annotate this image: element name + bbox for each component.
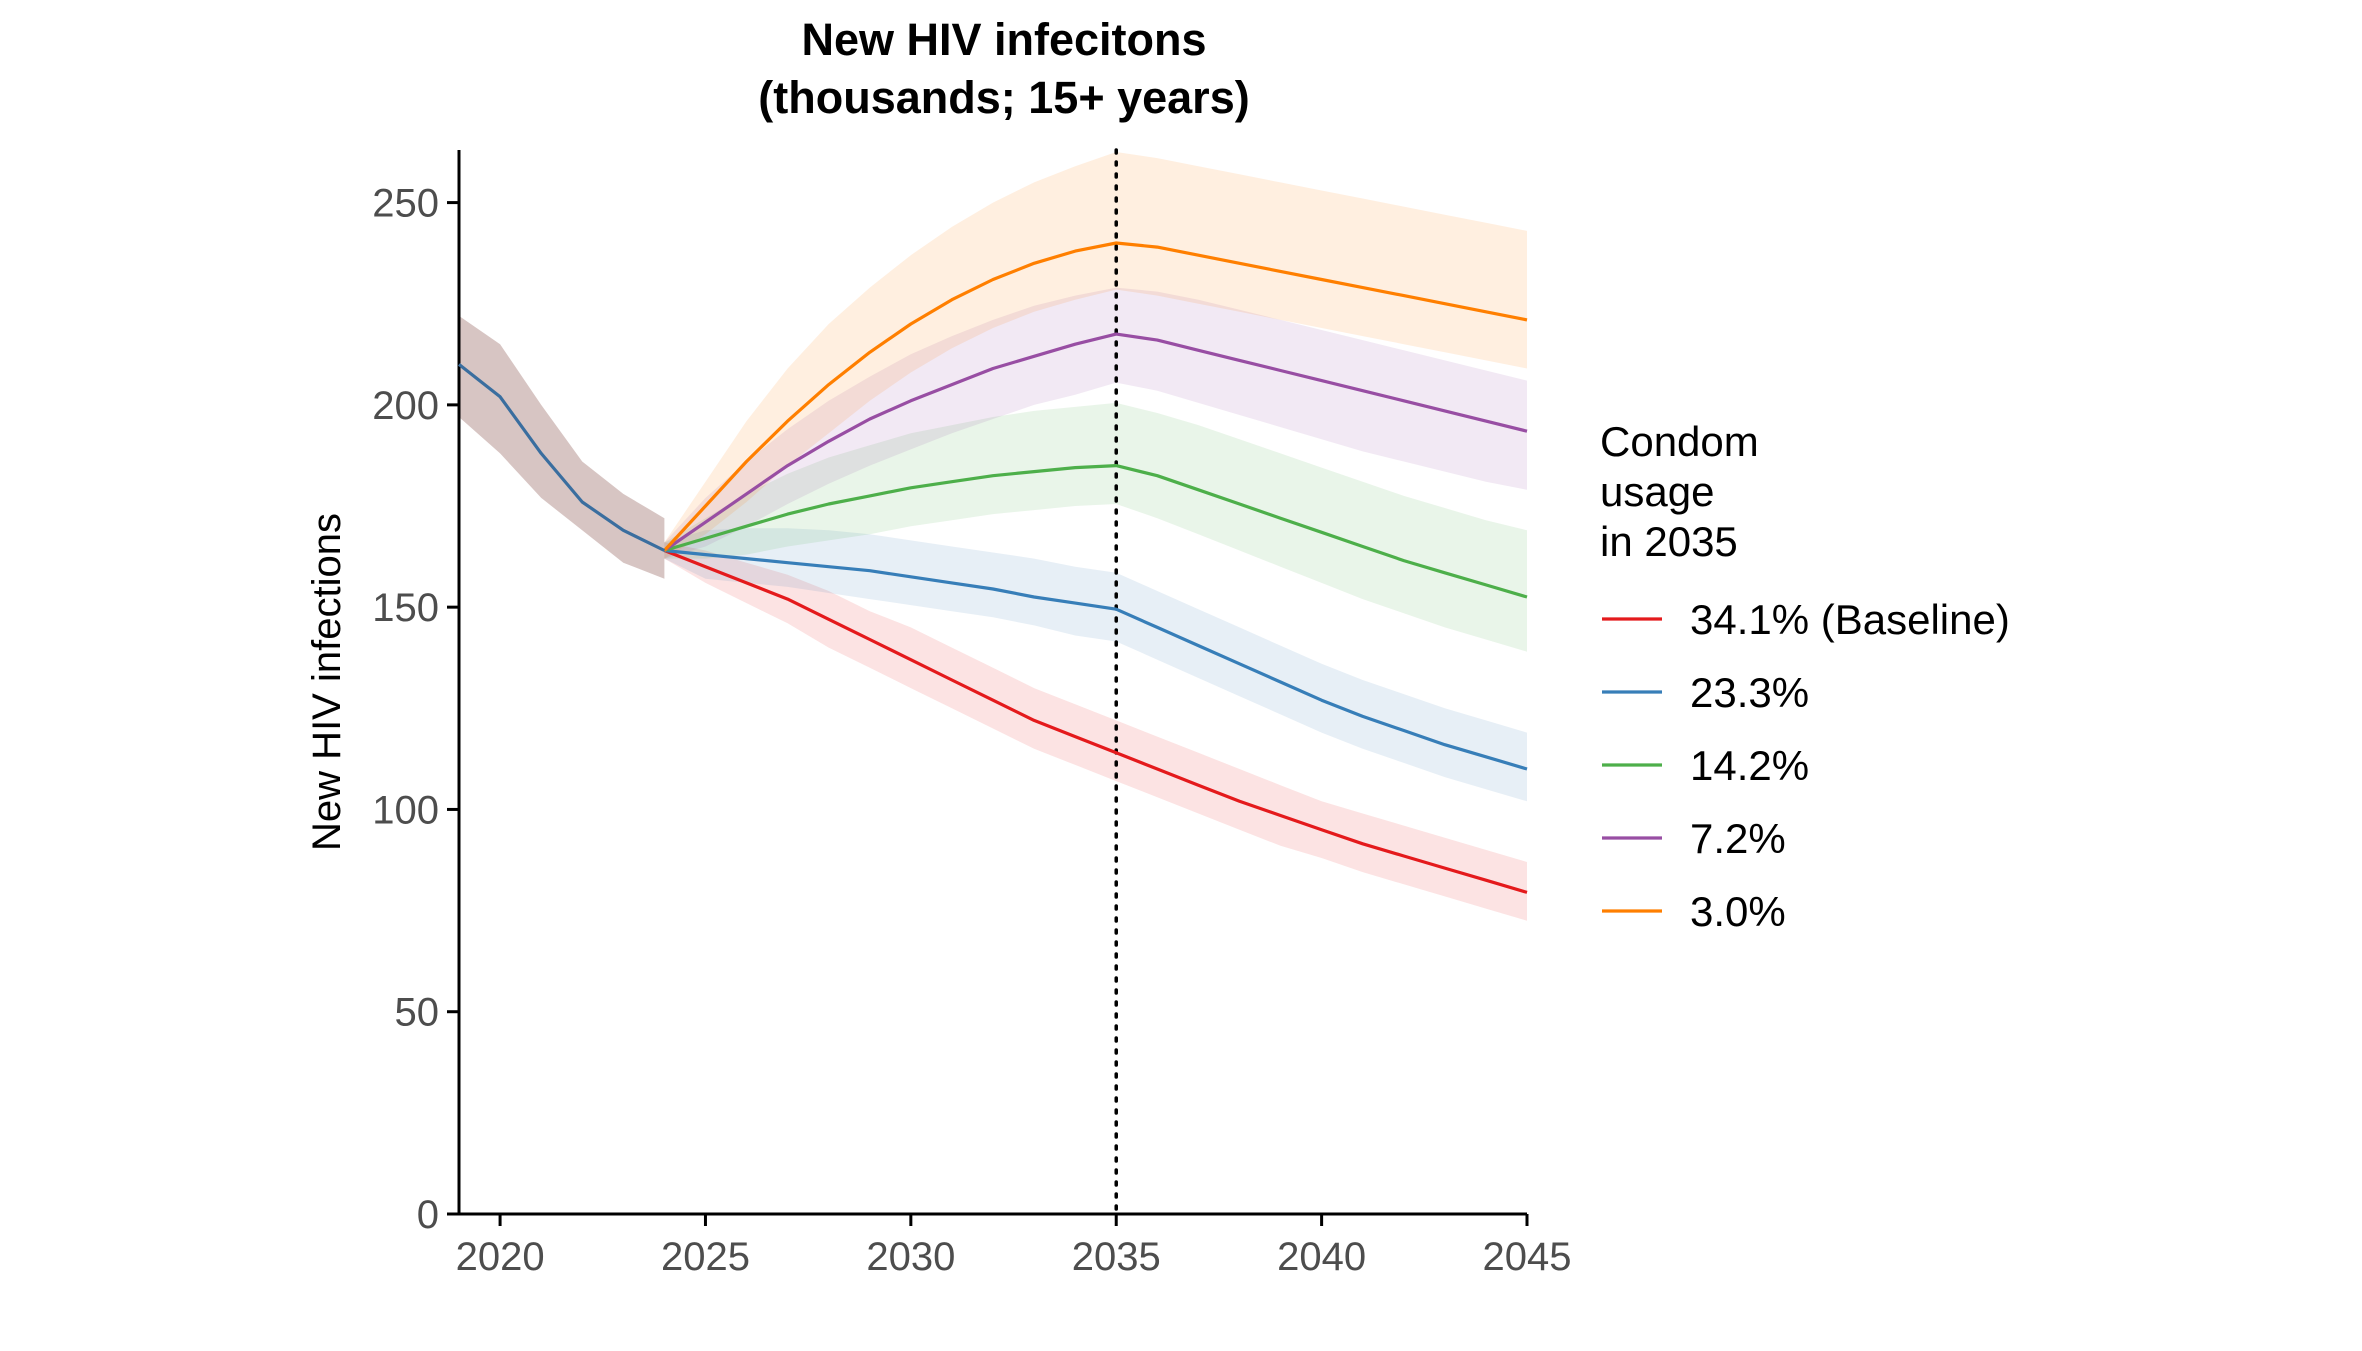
chart-title-line-1: New HIV infecitons [801, 14, 1206, 65]
legend-item: 34.1% (Baseline) [1602, 596, 2010, 643]
chart-title: New HIV infecitons (thousands; 15+ years… [758, 14, 1249, 123]
series-line-0 [663, 549, 1528, 894]
legend-item: 7.2% [1602, 815, 1786, 862]
legend-item: 3.0% [1602, 888, 1786, 935]
y-tick-label: 250 [372, 182, 439, 226]
axes [457, 150, 1527, 1216]
y-tick-label: 200 [372, 384, 439, 428]
band-series-2 [664, 402, 1527, 652]
y-tick-label: 150 [372, 586, 439, 630]
x-tick-label: 2045 [1483, 1235, 1572, 1279]
legend-title-line-2: usage [1600, 468, 1714, 515]
legend-item: 14.2% [1602, 742, 1809, 789]
legend-label: 3.0% [1690, 888, 1786, 935]
band-series-3 [664, 287, 1527, 559]
x-axis-ticks: 2020 2025 2030 2035 2040 2045 [456, 1214, 1572, 1279]
series-lines [458, 241, 1528, 894]
band-historical [459, 315, 665, 579]
x-tick-label: 2025 [661, 1235, 750, 1279]
legend-item: 23.3% [1602, 669, 1809, 716]
band-series-1 [664, 528, 1527, 802]
x-tick-label: 2035 [1072, 1235, 1161, 1279]
legend-title-line-1: Condom [1600, 418, 1759, 465]
series-line-4 [663, 241, 1528, 552]
legend-label: 34.1% (Baseline) [1690, 596, 2010, 643]
legend-items: 34.1% (Baseline) 23.3% 14.2% 7.2% 3.0% [1602, 596, 2010, 935]
legend-label: 14.2% [1690, 742, 1809, 789]
legend-label: 7.2% [1690, 815, 1786, 862]
band-series-4 [664, 152, 1527, 559]
x-tick-label: 2040 [1277, 1235, 1366, 1279]
y-axis-ticks: 0 50 100 150 200 250 [372, 182, 459, 1237]
y-axis-title: New HIV infections [305, 513, 349, 851]
series-line-historical [458, 363, 666, 552]
confidence-bands [459, 152, 1527, 921]
series-line-2 [663, 464, 1528, 599]
y-tick-label: 0 [417, 1193, 439, 1237]
legend-title-line-3: in 2035 [1600, 518, 1738, 565]
legend-label: 23.3% [1690, 669, 1809, 716]
x-tick-label: 2020 [456, 1235, 545, 1279]
y-tick-label: 100 [372, 788, 439, 832]
series-line-1 [664, 548, 1528, 771]
x-tick-label: 2030 [866, 1235, 955, 1279]
series-line-3 [663, 332, 1528, 552]
y-tick-label: 50 [395, 991, 440, 1035]
chart-title-line-2: (thousands; 15+ years) [758, 72, 1249, 123]
legend: Condom usage in 2035 34.1% (Baseline) 23.… [1600, 418, 2010, 935]
